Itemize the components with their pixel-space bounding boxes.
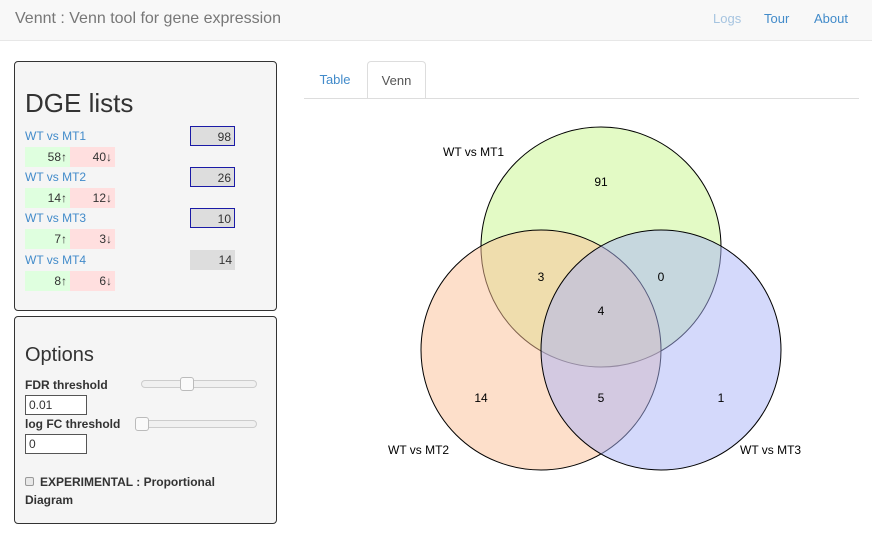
venn-set-label-mt3: WT vs MT3 bbox=[740, 443, 801, 457]
dge-item-down-count[interactable]: 6↓ bbox=[70, 271, 115, 291]
dge-item-up-count[interactable]: 58↑ bbox=[25, 147, 70, 167]
tabs-divider bbox=[304, 98, 859, 99]
dge-item-total[interactable]: 14 bbox=[190, 250, 235, 270]
venn-circle-mt3[interactable] bbox=[540, 229, 782, 471]
logfc-slider[interactable] bbox=[135, 417, 257, 431]
fdr-threshold-label: FDR threshold bbox=[25, 378, 108, 392]
venn-region-mt1-only[interactable]: 91 bbox=[594, 175, 608, 189]
app-brand[interactable]: Vennt : Venn tool for gene expression bbox=[15, 10, 281, 27]
dge-lists-panel: DGE lists WT vs MT1 98 58↑ 40↓ WT vs MT2… bbox=[14, 61, 277, 311]
venn-region-mt3-only[interactable]: 1 bbox=[718, 391, 725, 405]
logfc-threshold-input[interactable] bbox=[25, 434, 87, 454]
dge-item-down-count[interactable]: 12↓ bbox=[70, 188, 115, 208]
venn-region-mt2-only[interactable]: 14 bbox=[474, 391, 488, 405]
venn-region-mt2-mt3[interactable]: 5 bbox=[598, 391, 605, 405]
dge-item-name[interactable]: WT vs MT2 bbox=[25, 170, 87, 184]
tab-venn[interactable]: Venn bbox=[367, 61, 426, 99]
dge-item-mt4: WT vs MT4 14 8↑ 6↓ bbox=[25, 250, 237, 293]
venn-region-mt1-mt2[interactable]: 3 bbox=[538, 270, 545, 284]
dge-item-mt3: WT vs MT3 10 7↑ 3↓ bbox=[25, 208, 237, 251]
navbar: Vennt : Venn tool for gene expression Lo… bbox=[0, 0, 872, 41]
tab-table[interactable]: Table bbox=[319, 72, 351, 87]
dge-item-total[interactable]: 26 bbox=[190, 167, 235, 187]
dge-item-down-count[interactable]: 40↓ bbox=[70, 147, 115, 167]
dge-item-up-count[interactable]: 7↑ bbox=[25, 229, 70, 249]
dge-item-mt2: WT vs MT2 26 14↑ 12↓ bbox=[25, 167, 237, 210]
options-panel: Options FDR threshold log FC threshold E… bbox=[14, 316, 277, 524]
dge-item-total[interactable]: 98 bbox=[190, 126, 235, 146]
options-title: Options bbox=[25, 344, 94, 366]
dge-item-up-count[interactable]: 8↑ bbox=[25, 271, 70, 291]
experimental-checkbox[interactable] bbox=[25, 477, 34, 486]
experimental-proportional-label[interactable]: EXPERIMENTAL : Proportional Diagram bbox=[25, 475, 215, 507]
fdr-slider[interactable] bbox=[141, 377, 257, 391]
logfc-threshold-label: log FC threshold bbox=[25, 417, 121, 431]
fdr-slider-handle[interactable] bbox=[180, 377, 194, 391]
nav-logs-link[interactable]: Logs bbox=[713, 11, 742, 26]
venn-region-all[interactable]: 4 bbox=[598, 304, 605, 318]
dge-item-name[interactable]: WT vs MT1 bbox=[25, 129, 87, 143]
logfc-slider-handle[interactable] bbox=[135, 417, 149, 431]
dge-lists-title: DGE lists bbox=[25, 88, 134, 118]
dge-item-up-count[interactable]: 14↑ bbox=[25, 188, 70, 208]
venn-set-label-mt1: WT vs MT1 bbox=[443, 145, 504, 159]
nav-tour-link[interactable]: Tour bbox=[764, 11, 790, 26]
dge-item-name[interactable]: WT vs MT4 bbox=[25, 253, 87, 267]
venn-region-mt1-mt3[interactable]: 0 bbox=[658, 270, 665, 284]
dge-item-mt1: WT vs MT1 98 58↑ 40↓ bbox=[25, 126, 237, 169]
nav-about-link[interactable]: About bbox=[814, 11, 848, 26]
venn-set-label-mt2: WT vs MT2 bbox=[388, 443, 449, 457]
dge-item-name[interactable]: WT vs MT3 bbox=[25, 211, 87, 225]
dge-item-total[interactable]: 10 bbox=[190, 208, 235, 228]
fdr-threshold-input[interactable] bbox=[25, 395, 87, 415]
dge-item-down-count[interactable]: 3↓ bbox=[70, 229, 115, 249]
